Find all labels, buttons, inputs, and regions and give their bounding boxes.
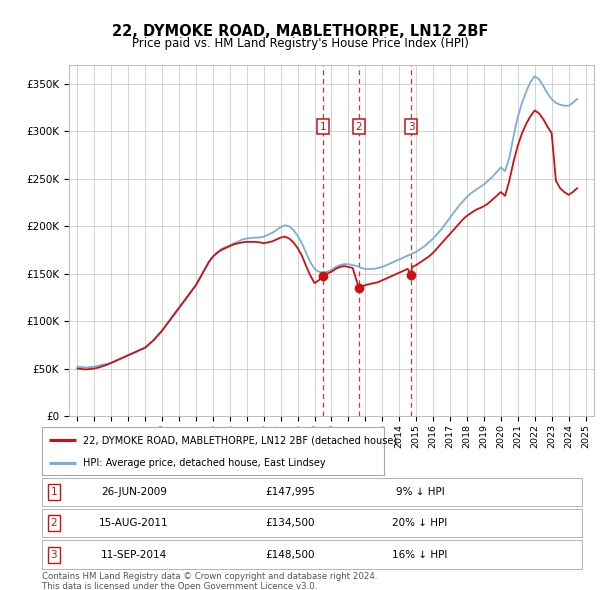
Text: Price paid vs. HM Land Registry's House Price Index (HPI): Price paid vs. HM Land Registry's House … xyxy=(131,37,469,50)
Text: £134,500: £134,500 xyxy=(266,519,315,528)
Text: 11-SEP-2014: 11-SEP-2014 xyxy=(101,550,167,559)
Text: 9% ↓ HPI: 9% ↓ HPI xyxy=(395,487,445,497)
Text: 1: 1 xyxy=(50,487,57,497)
Text: 16% ↓ HPI: 16% ↓ HPI xyxy=(392,550,448,559)
Text: 3: 3 xyxy=(50,550,57,559)
Text: HPI: Average price, detached house, East Lindsey: HPI: Average price, detached house, East… xyxy=(83,458,326,468)
Text: 15-AUG-2011: 15-AUG-2011 xyxy=(99,519,169,528)
Text: 22, DYMOKE ROAD, MABLETHORPE, LN12 2BF (detached house): 22, DYMOKE ROAD, MABLETHORPE, LN12 2BF (… xyxy=(83,435,397,445)
Text: 3: 3 xyxy=(408,122,415,132)
Text: 20% ↓ HPI: 20% ↓ HPI xyxy=(392,519,448,528)
Text: £147,995: £147,995 xyxy=(266,487,315,497)
Text: 2: 2 xyxy=(356,122,362,132)
Text: 2: 2 xyxy=(50,519,57,528)
Text: £148,500: £148,500 xyxy=(266,550,315,559)
Text: 22, DYMOKE ROAD, MABLETHORPE, LN12 2BF: 22, DYMOKE ROAD, MABLETHORPE, LN12 2BF xyxy=(112,24,488,38)
Text: 26-JUN-2009: 26-JUN-2009 xyxy=(101,487,167,497)
Text: Contains HM Land Registry data © Crown copyright and database right 2024.
This d: Contains HM Land Registry data © Crown c… xyxy=(42,572,377,590)
Text: 1: 1 xyxy=(320,122,326,132)
